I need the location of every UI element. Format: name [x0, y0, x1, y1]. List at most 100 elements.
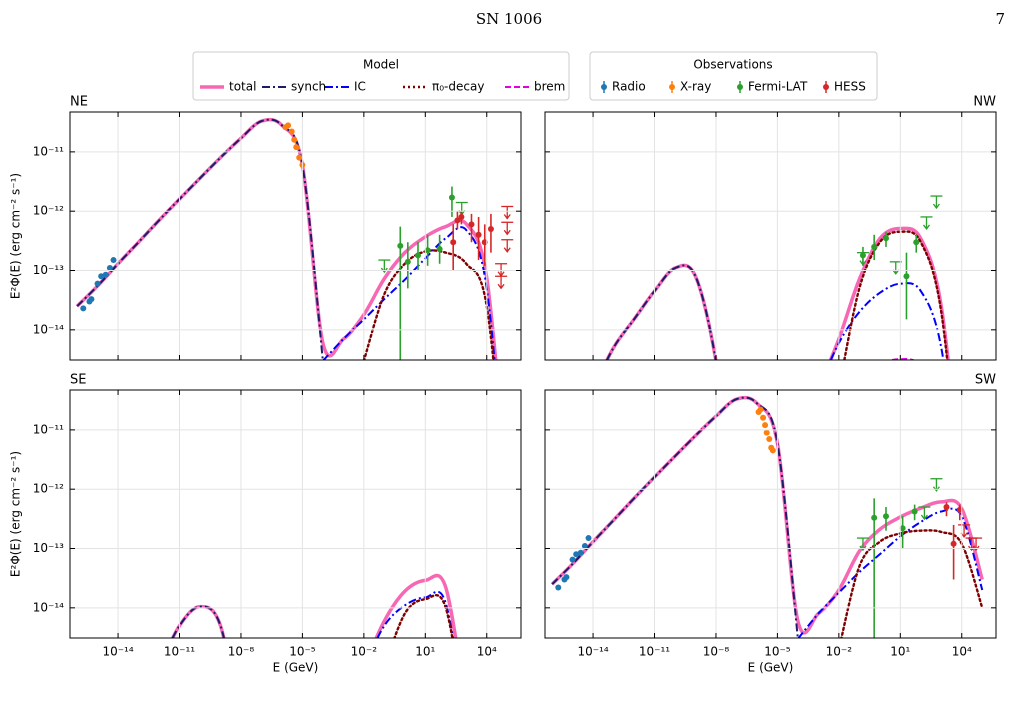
- model-curve: [829, 282, 945, 360]
- data-point: [555, 584, 562, 591]
- data-point: [454, 217, 461, 224]
- data-point: [766, 436, 773, 443]
- data-point: [293, 144, 300, 151]
- x-tick-label: 10⁴: [477, 645, 497, 659]
- upper-limit-arrow: [503, 206, 511, 220]
- data-point: [882, 235, 889, 242]
- page-number: 7: [995, 10, 1005, 28]
- data-point: [468, 221, 475, 228]
- y-axis-label: E²Φ(E) (erg cm⁻² s⁻¹): [9, 173, 23, 299]
- legend-label: total: [229, 80, 256, 94]
- model-legend-box: [192, 51, 570, 101]
- model-curve: [362, 249, 495, 360]
- legend-swatch: [601, 84, 607, 90]
- upper-limit-arrow: [892, 261, 900, 275]
- axes-frame: [69, 389, 522, 639]
- data-point: [577, 549, 584, 556]
- data-point: [899, 525, 906, 532]
- model-curve: [76, 118, 324, 360]
- axes-frame: [69, 111, 522, 361]
- upper-limit-arrow: [922, 216, 931, 231]
- x-tick-label: 10⁻²: [826, 645, 853, 659]
- data-point: [769, 447, 776, 454]
- model-curve: [376, 590, 455, 638]
- x-tick-label: 10⁻²: [351, 645, 378, 659]
- data-point: [762, 422, 769, 429]
- legend-title: Model: [363, 58, 399, 72]
- model-curve: [322, 226, 496, 360]
- data-point: [88, 296, 95, 303]
- x-tick-label: 10⁻¹¹: [639, 645, 670, 659]
- data-point: [80, 305, 87, 312]
- legend-title: Observations: [693, 58, 772, 72]
- data-point: [285, 122, 292, 129]
- obs-legend-box: [589, 51, 878, 101]
- upper-limit-arrow: [497, 276, 505, 290]
- data-point: [950, 540, 957, 547]
- data-point: [760, 414, 767, 421]
- data-point: [424, 247, 431, 254]
- data-point: [98, 273, 105, 280]
- upper-limit-arrow: [503, 222, 511, 236]
- model-curve: [551, 396, 799, 638]
- plot-area: [75, 117, 514, 360]
- model-curve: [605, 264, 717, 360]
- data-point: [102, 271, 109, 278]
- data-point: [415, 252, 422, 259]
- upper-limit-arrow: [497, 263, 505, 277]
- model-curve: [171, 605, 225, 638]
- legend-label: synch: [291, 80, 326, 94]
- data-point: [871, 243, 878, 250]
- y-tick-label: 10⁻¹³: [33, 541, 64, 555]
- upper-limit-arrow: [932, 196, 940, 210]
- panel-title: NE: [70, 95, 88, 110]
- x-tick-label: 10⁻⁸: [228, 645, 255, 659]
- data-point: [573, 551, 580, 558]
- data-point: [487, 226, 494, 233]
- y-tick-label: 10⁻¹²: [33, 204, 64, 218]
- data-point: [913, 239, 920, 246]
- data-point: [448, 194, 455, 201]
- page-header: SN 1006: [476, 10, 542, 28]
- data-point: [911, 508, 918, 515]
- legend-label: Fermi-LAT: [748, 80, 808, 94]
- legend-label: brem: [534, 80, 565, 94]
- legend-swatch: [669, 84, 675, 90]
- axes-frame: [544, 111, 997, 361]
- model-curve: [797, 507, 984, 638]
- model-curve: [170, 573, 458, 638]
- data-point: [882, 513, 889, 520]
- legend-label: IC: [354, 80, 366, 94]
- legend-label: π₀-decay: [432, 80, 484, 94]
- y-axis-label: E²Φ(E) (erg cm⁻² s⁻¹): [9, 451, 23, 577]
- x-tick-label: 10¹: [415, 645, 435, 659]
- panel-title: SW: [975, 373, 996, 388]
- y-tick-label: 10⁻¹²: [33, 482, 64, 496]
- data-point: [450, 239, 457, 246]
- model-curve: [843, 230, 949, 360]
- model-curve: [393, 593, 454, 638]
- legend-label: X-ray: [680, 80, 711, 94]
- upper-limit-arrow: [503, 239, 511, 253]
- data-point: [288, 128, 295, 135]
- y-tick-label: 10⁻¹⁴: [33, 600, 64, 614]
- legend-label: Radio: [612, 80, 646, 94]
- upper-limit-arrow: [920, 507, 928, 521]
- data-point: [397, 242, 404, 249]
- plot-area: [170, 573, 458, 638]
- data-point: [563, 574, 570, 581]
- data-point: [110, 257, 117, 264]
- data-point: [581, 543, 588, 550]
- y-tick-label: 10⁻¹⁴: [33, 322, 64, 336]
- data-point: [458, 213, 465, 220]
- data-point: [475, 231, 482, 238]
- axes-frame: [544, 389, 997, 639]
- upper-limit-arrow: [859, 252, 867, 266]
- y-tick-label: 10⁻¹¹: [33, 144, 64, 158]
- data-point: [106, 265, 113, 272]
- x-tick-label: 10⁻⁵: [764, 645, 791, 659]
- x-tick-label: 10⁻¹¹: [164, 645, 195, 659]
- data-point: [871, 514, 878, 521]
- x-tick-label: 10⁻⁵: [289, 645, 316, 659]
- x-tick-label: 10⁻¹⁴: [577, 645, 608, 659]
